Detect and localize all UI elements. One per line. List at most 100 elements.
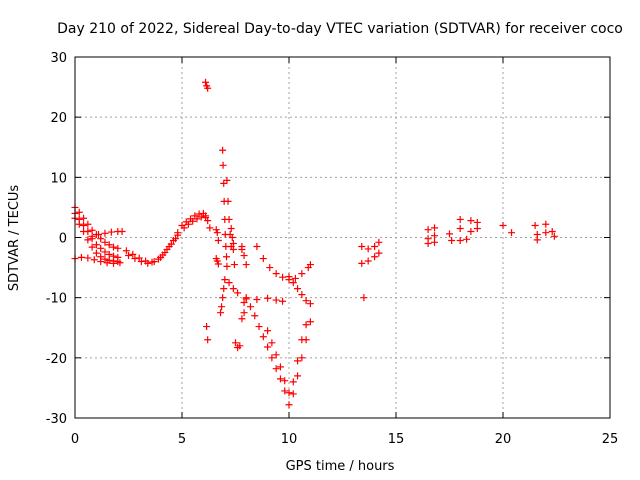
data-point <box>253 243 261 251</box>
data-point <box>103 259 111 267</box>
x-tick-label: 5 <box>178 432 186 447</box>
data-point <box>97 235 105 243</box>
data-point <box>135 254 143 262</box>
data-point <box>150 258 158 266</box>
data-point <box>240 309 248 317</box>
data-point <box>80 221 88 229</box>
data-point <box>279 297 287 305</box>
data-point <box>276 363 284 371</box>
y-tick-label: 30 <box>50 51 67 66</box>
data-point <box>229 240 237 248</box>
data-point <box>272 270 280 278</box>
data-point <box>251 312 259 320</box>
x-tick-label: 0 <box>71 432 79 447</box>
data-point <box>224 197 232 205</box>
data-point <box>264 327 272 335</box>
data-point <box>281 387 289 395</box>
data-point <box>223 176 231 184</box>
data-point <box>289 378 297 386</box>
data-point <box>473 218 481 226</box>
data-point <box>101 248 109 256</box>
data-point <box>285 273 293 281</box>
data-point <box>219 161 227 169</box>
data-point <box>531 221 539 229</box>
data-point <box>306 261 314 269</box>
data-point <box>157 253 165 261</box>
data-point <box>424 240 432 248</box>
data-point <box>548 227 556 235</box>
data-point <box>242 295 250 303</box>
data-point <box>364 257 372 265</box>
x-tick-label: 15 <box>388 432 405 447</box>
data-point <box>238 315 246 323</box>
data-point <box>508 229 516 237</box>
data-point <box>272 296 280 304</box>
data-point <box>306 300 314 308</box>
x-tick-label: 25 <box>602 432 619 447</box>
data-point <box>84 254 92 262</box>
data-point <box>80 214 88 222</box>
data-point <box>240 298 248 306</box>
data-point <box>101 255 109 263</box>
data-point <box>467 227 475 235</box>
data-point <box>473 224 481 232</box>
data-point <box>214 260 222 268</box>
data-point <box>80 227 88 235</box>
data-point <box>228 234 236 241</box>
data-point <box>360 294 368 302</box>
data-point <box>213 229 221 237</box>
y-tick-label: 10 <box>50 171 67 186</box>
data-point <box>281 377 289 385</box>
data-point <box>246 303 254 311</box>
data-point <box>259 333 267 341</box>
data-point <box>214 237 222 245</box>
data-point <box>84 236 92 244</box>
data-point <box>268 339 276 347</box>
data-point <box>101 229 109 237</box>
data-point <box>550 232 558 240</box>
data-point <box>212 226 220 234</box>
data-point <box>203 323 211 331</box>
data-point <box>223 253 231 261</box>
data-point <box>105 250 113 258</box>
data-points <box>71 78 558 409</box>
data-point <box>240 252 248 260</box>
data-point <box>204 84 212 92</box>
data-point <box>75 220 83 228</box>
data-point <box>298 354 306 362</box>
data-point <box>431 232 439 240</box>
data-point <box>259 255 267 263</box>
data-point <box>206 224 214 232</box>
data-point <box>225 215 233 223</box>
data-point <box>223 262 231 270</box>
data-point <box>227 224 235 232</box>
data-point <box>456 224 464 232</box>
data-point <box>234 289 242 297</box>
data-point <box>431 224 439 232</box>
data-point <box>291 274 299 282</box>
data-point <box>197 213 205 221</box>
data-point <box>289 390 297 398</box>
data-point <box>220 179 228 187</box>
data-point <box>92 249 100 257</box>
x-axis-label: GPS time / hours <box>286 459 395 474</box>
data-point <box>266 264 274 272</box>
data-point <box>92 241 100 249</box>
data-point <box>289 279 297 287</box>
data-point <box>456 237 464 245</box>
data-point <box>232 339 239 347</box>
data-point <box>230 261 238 269</box>
data-point <box>118 227 126 235</box>
data-point <box>302 321 310 329</box>
y-tick-label: 20 <box>50 111 67 126</box>
data-point <box>218 303 226 311</box>
data-point <box>276 375 284 383</box>
data-point <box>238 243 246 251</box>
data-point <box>448 237 456 245</box>
data-point <box>302 297 310 305</box>
data-point <box>116 259 124 267</box>
data-point <box>431 238 439 246</box>
data-point <box>77 253 85 261</box>
data-point <box>219 294 227 302</box>
data-point <box>371 253 379 261</box>
